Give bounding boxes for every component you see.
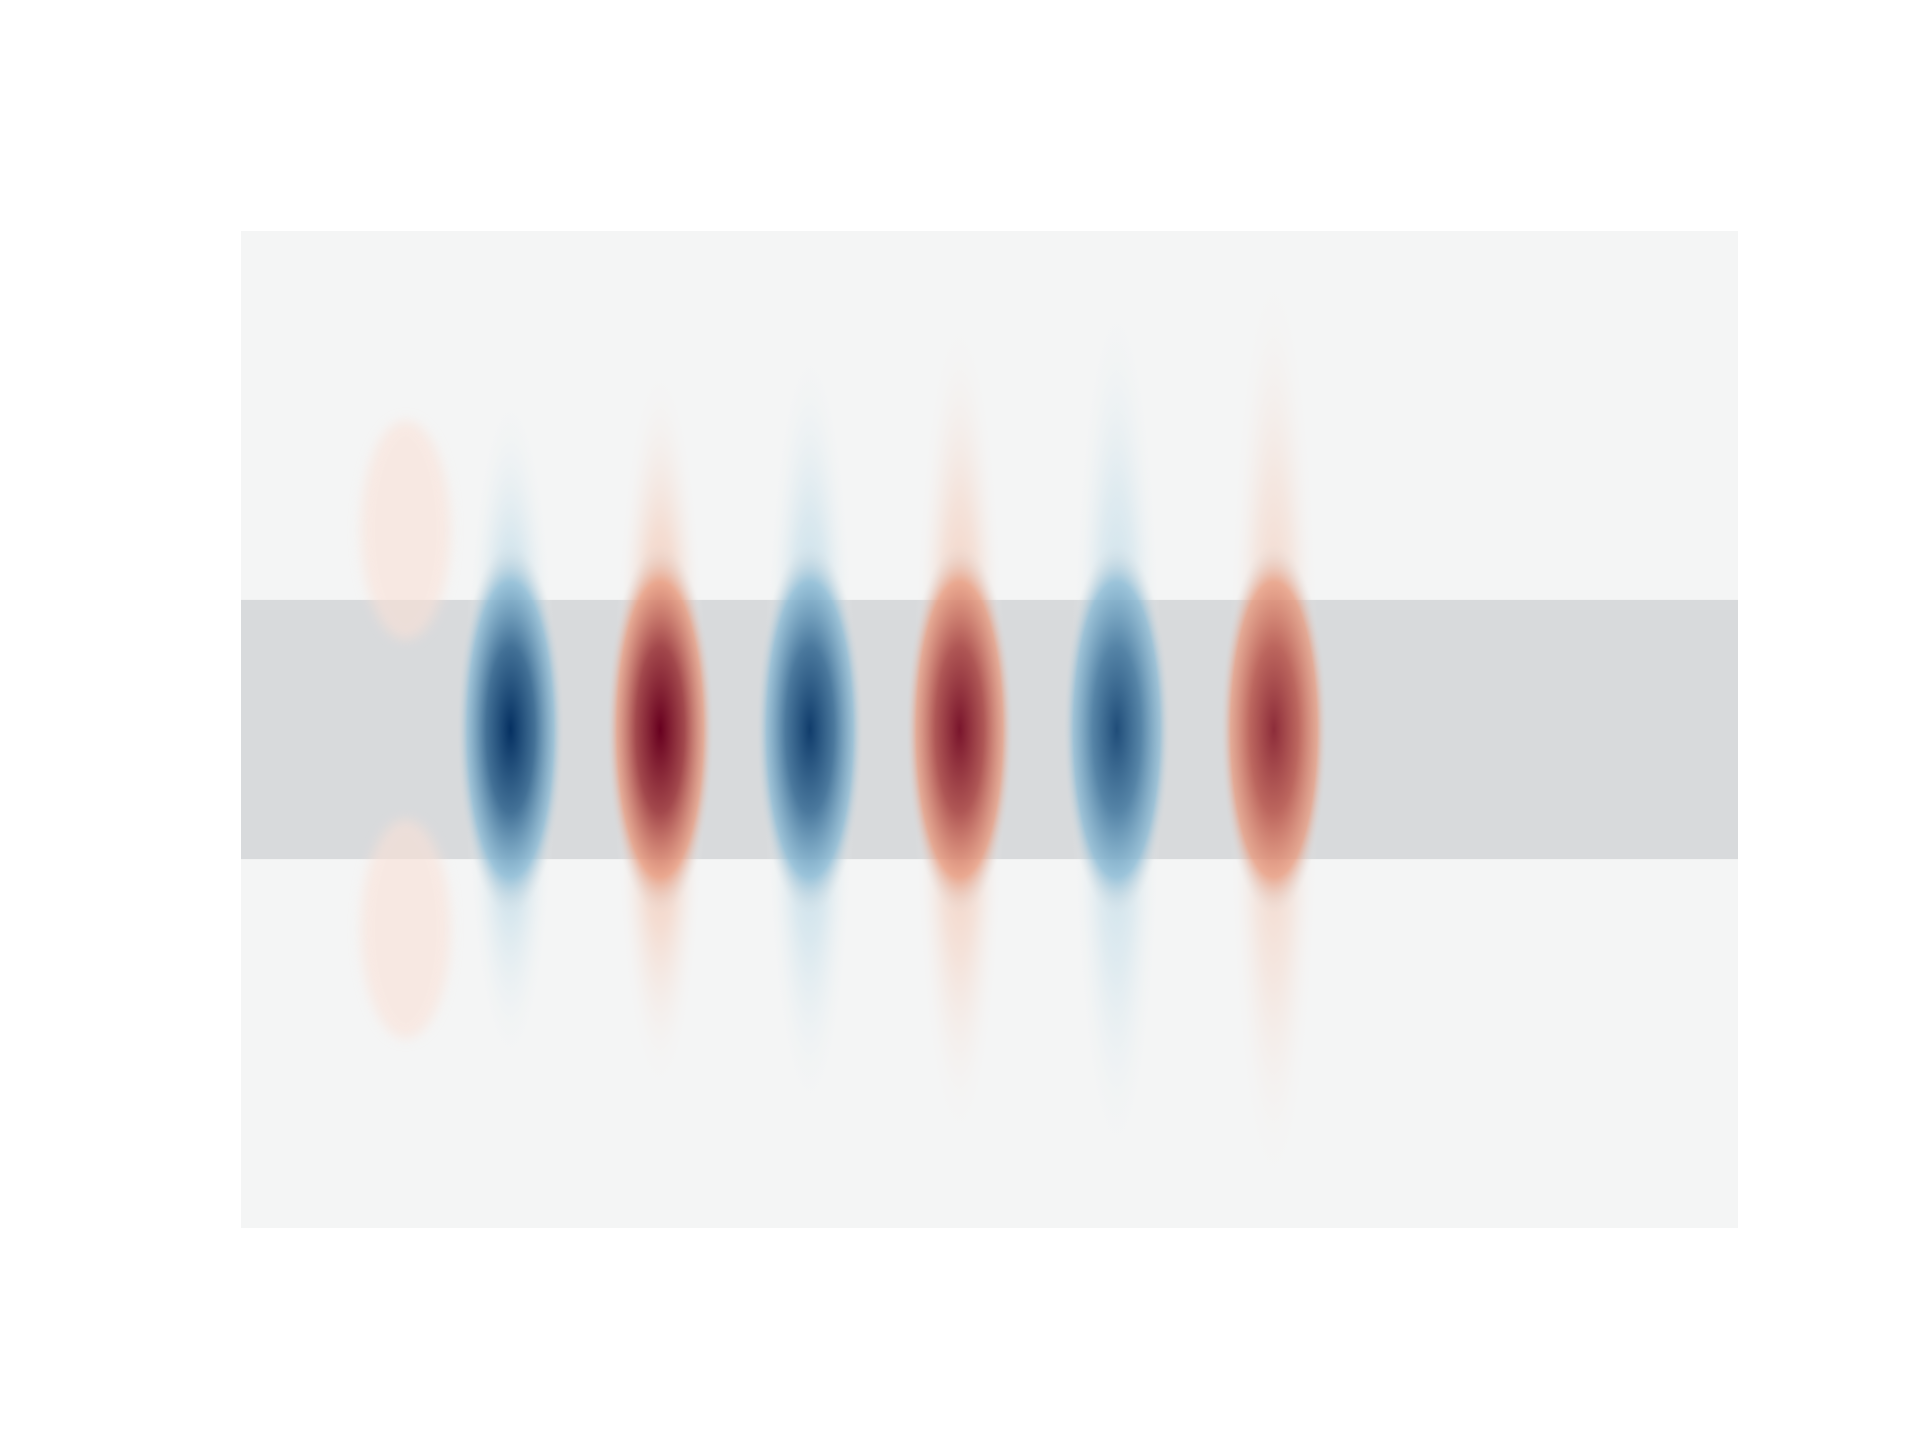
field-lobe-positive — [606, 545, 715, 914]
field-lobe-negative — [456, 545, 565, 914]
field-lobe-positive — [1220, 545, 1328, 914]
field-lobe-positive — [905, 545, 1014, 914]
source-sidelobe-lower — [360, 819, 451, 1039]
field-lobe-negative — [755, 545, 864, 914]
source-sidelobe-upper — [360, 420, 451, 640]
field-lobe-negative — [1062, 545, 1171, 914]
